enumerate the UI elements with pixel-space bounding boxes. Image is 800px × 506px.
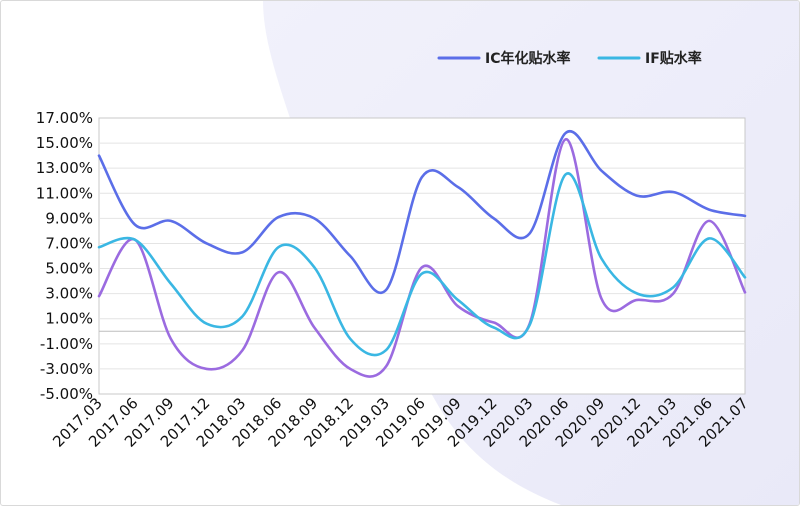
legend: IC年化贴水率 IF贴水率: [437, 50, 702, 67]
y-tick-label: 13.00%: [36, 159, 93, 177]
plot-frame: [98, 117, 746, 395]
y-tick-label: 11.00%: [36, 184, 93, 202]
series-line-1: [97, 172, 747, 357]
y-tick-label: 3.00%: [45, 285, 93, 303]
series-line-2: [97, 138, 747, 378]
y-tick-label: 1.00%: [45, 310, 93, 328]
legend-label: IC年化贴水率: [485, 50, 570, 67]
y-tick-label: -3.00%: [40, 360, 93, 378]
y-axis: 17.00% 15.00% 13.00% 11.00% 9.00% 7.00% 5.00% 3…: [36, 109, 93, 403]
y-tick-label: 7.00%: [45, 234, 93, 252]
plot-area: [97, 117, 747, 395]
legend-label: IF贴水率: [645, 50, 702, 67]
y-tick-label: 9.00%: [45, 209, 93, 227]
y-tick-label: -5.00%: [40, 385, 93, 403]
y-tick-label: 17.00%: [36, 109, 93, 127]
y-tick-label: 15.00%: [36, 134, 93, 152]
series-line-0: [97, 129, 747, 294]
y-tick-label: -1.00%: [40, 335, 93, 353]
y-tick-label: 5.00%: [45, 260, 93, 278]
